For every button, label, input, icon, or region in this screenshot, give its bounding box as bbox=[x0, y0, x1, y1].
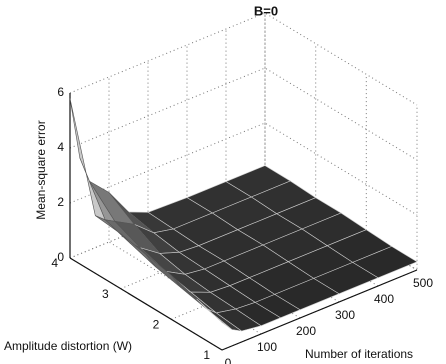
x-tick-label: 300 bbox=[335, 308, 355, 322]
z-axis-label: Mean-square error bbox=[34, 120, 48, 219]
x-tick-label: 400 bbox=[374, 292, 394, 306]
grid-line bbox=[120, 43, 317, 290]
surface-patch bbox=[196, 298, 232, 330]
y-tick-label: 4 bbox=[51, 256, 58, 270]
z-tick-label: 4 bbox=[57, 140, 64, 154]
x-tick-label: 500 bbox=[413, 276, 433, 290]
grid-line bbox=[69, 13, 266, 259]
y-axis bbox=[69, 257, 223, 351]
y-tick-label: 2 bbox=[153, 318, 160, 332]
y-tick-label: 3 bbox=[102, 287, 109, 301]
x-tick-label: 0 bbox=[225, 356, 232, 364]
grid-line bbox=[171, 74, 367, 320]
y-tick-label: 1 bbox=[203, 348, 210, 362]
z-tick-label: 2 bbox=[57, 195, 64, 209]
x-axis bbox=[221, 269, 418, 351]
grid-line bbox=[69, 12, 418, 106]
y-axis-label: Amplitude distortion (W) bbox=[4, 339, 132, 353]
z-tick-label: 6 bbox=[57, 85, 64, 99]
grid-line bbox=[69, 67, 418, 161]
z-tick-label: 0 bbox=[57, 250, 64, 264]
chart-title: B=0 bbox=[254, 3, 278, 18]
x-axis-label: Number of iterations bbox=[305, 347, 413, 361]
x-tick-label: 200 bbox=[296, 324, 316, 338]
x-tick-label: 100 bbox=[257, 340, 277, 354]
